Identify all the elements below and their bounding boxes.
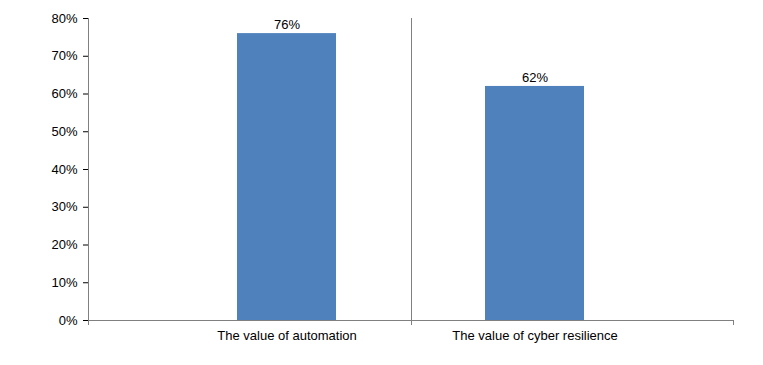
svg-text:76%: 76%: [274, 17, 300, 32]
svg-text:The value of cyber resilience: The value of cyber resilience: [452, 328, 617, 343]
svg-text:10%: 10%: [51, 275, 77, 290]
svg-text:60%: 60%: [51, 86, 77, 101]
svg-text:0%: 0%: [59, 313, 78, 328]
svg-text:20%: 20%: [51, 237, 77, 252]
svg-text:80%: 80%: [51, 11, 77, 26]
svg-text:50%: 50%: [51, 124, 77, 139]
svg-text:30%: 30%: [51, 199, 77, 214]
svg-text:40%: 40%: [51, 162, 77, 177]
svg-text:62%: 62%: [522, 70, 548, 85]
svg-text:70%: 70%: [51, 48, 77, 63]
svg-text:The value of automation: The value of automation: [217, 328, 356, 343]
